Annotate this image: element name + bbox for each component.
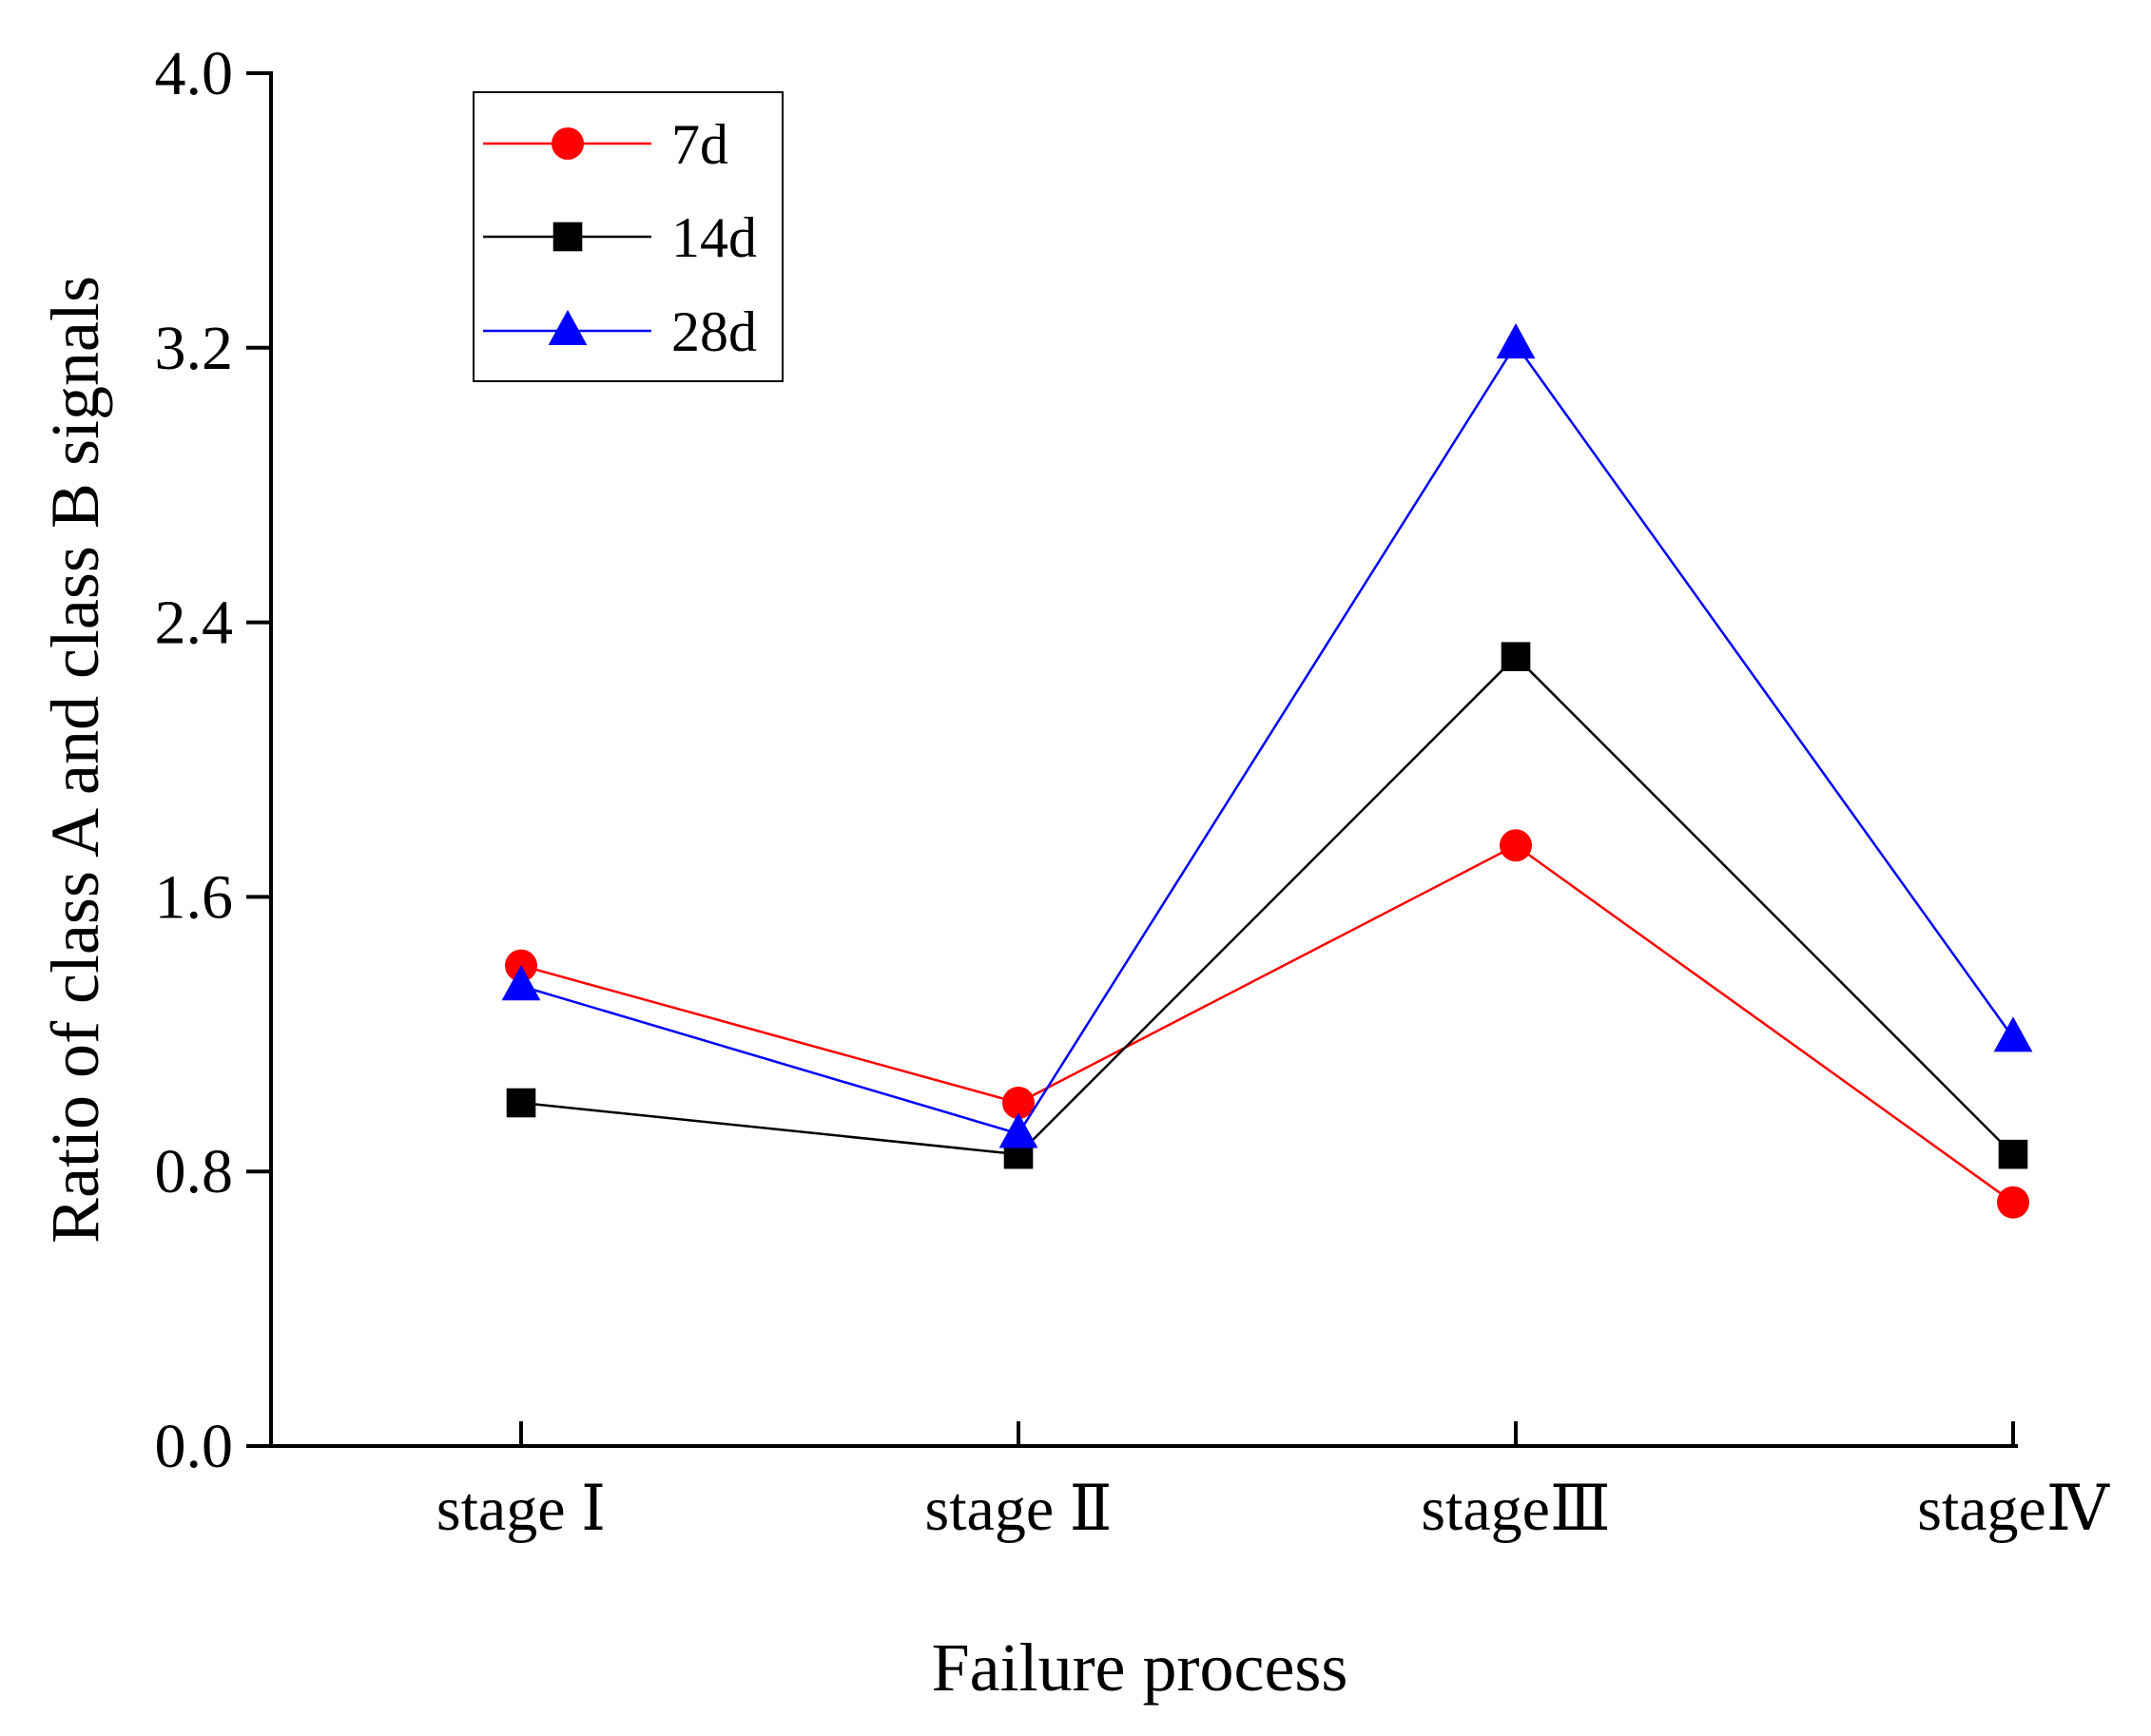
legend-marker-14d <box>552 222 583 252</box>
series-7d <box>505 829 2029 1219</box>
y-tick-label: 0.0 <box>155 1412 234 1481</box>
legend: 7d 14d 28d <box>473 91 784 382</box>
x-axis-title: Failure process <box>932 1630 1348 1706</box>
data-point-28d <box>501 965 541 1001</box>
series-line-7d <box>520 843 2014 1204</box>
y-tick-label: 0.8 <box>155 1137 234 1206</box>
x-tick-label: stageⅣ <box>1917 1475 2110 1544</box>
x-ticks: stage Ⅰ stage Ⅱ stageⅢ stageⅣ <box>436 1421 2110 1544</box>
data-point-7d <box>1997 1186 2029 1219</box>
legend-marker-7d <box>552 127 584 160</box>
data-point-14d <box>1998 1139 2028 1169</box>
y-tick-label: 3.2 <box>155 314 234 383</box>
series-28d <box>501 323 2033 1148</box>
x-tick-label: stage Ⅱ <box>925 1475 1113 1544</box>
series-line-14d <box>520 654 2014 1156</box>
y-ticks: 0.0 0.8 1.6 2.4 3.2 4.0 <box>155 39 271 1481</box>
series-line-28d <box>520 341 2015 1135</box>
legend-label-7d: 7d <box>671 113 728 176</box>
data-point-28d <box>998 1112 1038 1148</box>
data-point-7d <box>1002 1087 1035 1119</box>
y-tick-label: 4.0 <box>155 39 234 108</box>
x-tick-label: stageⅢ <box>1421 1475 1610 1544</box>
data-point-14d <box>1501 642 1531 671</box>
y-tick-label: 1.6 <box>155 862 234 932</box>
data-point-7d <box>1500 829 1532 862</box>
y-tick-label: 2.4 <box>155 588 234 658</box>
legend-label-28d: 28d <box>671 300 757 363</box>
data-point-28d <box>1993 1016 2033 1052</box>
x-tick-label: stage Ⅰ <box>436 1475 606 1544</box>
data-point-14d <box>506 1088 536 1118</box>
x-axis: stage Ⅰ stage Ⅱ stageⅢ stageⅣ <box>269 1421 2110 1544</box>
y-axis-title: Ratio of class A and class B signals <box>37 276 113 1244</box>
series-14d <box>506 642 2028 1169</box>
legend-marker-28d <box>548 309 588 345</box>
data-point-28d <box>1496 323 1536 359</box>
legend-label-14d: 14d <box>671 206 757 269</box>
series-layer <box>501 323 2033 1219</box>
y-axis: 0.0 0.8 1.6 2.4 3.2 4.0 <box>155 39 273 1481</box>
